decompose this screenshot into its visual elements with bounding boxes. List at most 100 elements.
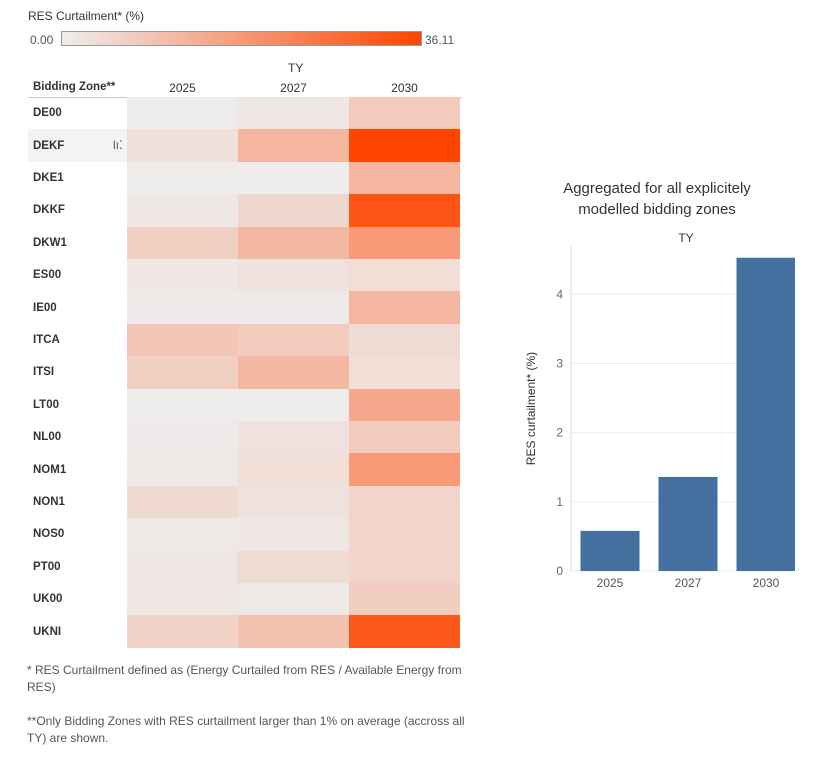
heatmap-cell-itsi-2025[interactable]	[127, 356, 238, 389]
zone-label: NOM1	[33, 463, 67, 476]
heatmap-cell-itca-2025[interactable]	[127, 323, 238, 357]
bar-2025	[580, 530, 640, 571]
heatmap-row-de00[interactable]: DE00	[28, 97, 462, 130]
color-legend-bar	[61, 31, 422, 46]
zone-label: PT00	[33, 560, 61, 573]
zone-label: UKNI	[33, 625, 62, 638]
heatmap-cell-nl00-2027[interactable]	[238, 421, 349, 454]
zone-label: DKW1	[33, 236, 67, 249]
heatmap-cell-dekf-2027[interactable]	[238, 129, 349, 162]
heatmap-cell-dke1-2030[interactable]	[349, 161, 460, 195]
y-tick-label: 1	[556, 495, 563, 509]
aggregated-bar-chart: TY 0 1 2 3 4 RES curtailment* (%) 2025 2027 2030	[524, 231, 795, 590]
heatmap-row-dkkf[interactable]: DKKF	[28, 194, 462, 227]
legend-title: RES Curtailment* (%)	[28, 9, 145, 23]
heatmap-cell-nl00-2030[interactable]	[349, 421, 460, 454]
zone-label: ES00	[33, 269, 62, 282]
heatmap-cell-ie00-2025[interactable]	[127, 291, 238, 324]
heatmap-cell-uk00-2030[interactable]	[349, 583, 460, 616]
bar-2027	[658, 476, 718, 571]
heatmap-cell-dke1-2025[interactable]	[127, 161, 238, 195]
viz-in-tooltip-icon[interactable]: lı⁚	[113, 138, 123, 153]
heatmap-row-itsi[interactable]: ITSI	[28, 356, 462, 389]
column-header-2030: 2030	[391, 81, 418, 95]
zone-label: ITSI	[33, 366, 55, 379]
heatmap-row-uk00[interactable]: UK00	[28, 583, 462, 616]
heatmap-cell-nos0-2025[interactable]	[127, 518, 238, 551]
heatmap-cell-dke1-2027[interactable]	[238, 161, 349, 195]
y-tick-label: 3	[556, 357, 563, 371]
x-tick-label: 2027	[675, 576, 702, 590]
heatmap-cell-ie00-2027[interactable]	[238, 291, 349, 324]
heatmap-cell-ie00-2030[interactable]	[349, 291, 460, 324]
heatmap-cell-dekf-2025[interactable]	[127, 129, 238, 162]
heatmap-row-non1[interactable]: NON1	[28, 485, 462, 519]
zone-label: IE00	[33, 301, 57, 314]
y-tick-label: 4	[556, 287, 563, 301]
heatmap-cell-uk00-2025[interactable]	[127, 583, 238, 616]
heatmap-row-itca[interactable]: ITCA	[28, 323, 462, 357]
heatmap-cell-ukni-2025[interactable]	[127, 615, 238, 648]
heatmap-cell-dkkf-2027[interactable]	[238, 194, 349, 227]
heatmap-cell-ukni-2030[interactable]	[349, 615, 460, 648]
heatmap-row-nos0[interactable]: NOS0	[28, 518, 462, 551]
heatmap-cell-non1-2030[interactable]	[349, 485, 460, 519]
heatmap-row-dke1[interactable]: DKE1	[28, 161, 462, 195]
heatmap-cell-itca-2030[interactable]	[349, 323, 460, 357]
heatmap-cell-itca-2027[interactable]	[238, 323, 349, 357]
heatmap-cell-dkkf-2025[interactable]	[127, 194, 238, 227]
heatmap-cell-es00-2025[interactable]	[127, 259, 238, 292]
heatmap-row-nl00[interactable]: NL00	[28, 421, 462, 454]
heatmap-cell-lt00-2027[interactable]	[238, 388, 349, 421]
heatmap-cell-nos0-2027[interactable]	[238, 518, 349, 551]
heatmap-cell-dkw1-2030[interactable]	[349, 226, 460, 259]
heatmap-cell-nom1-2027[interactable]	[238, 453, 349, 486]
heatmap-cell-dkkf-2030[interactable]	[349, 194, 460, 227]
heatmap-cell-pt00-2030[interactable]	[349, 550, 460, 583]
heatmap-cell-de00-2025[interactable]	[127, 97, 238, 130]
heatmap-cell-nl00-2025[interactable]	[127, 421, 238, 454]
heatmap-row-nom1[interactable]: NOM1	[28, 453, 462, 486]
heatmap-row-pt00[interactable]: PT00	[28, 550, 462, 583]
zone-label: DKKF	[33, 204, 65, 217]
heatmap-row-es00[interactable]: ES00	[28, 259, 462, 292]
zone-label: NOS0	[33, 528, 65, 541]
column-header-2027: 2027	[280, 81, 307, 95]
heatmap-cell-nom1-2030[interactable]	[349, 453, 460, 486]
y-axis-label: RES curtailment* (%)	[524, 352, 538, 465]
aggregated-chart-title-line2: modelled bidding zones	[578, 201, 736, 218]
heatmap-cell-lt00-2025[interactable]	[127, 388, 238, 421]
heatmap-row-dkw1[interactable]: DKW1	[28, 226, 462, 259]
heatmap-cell-itsi-2030[interactable]	[349, 356, 460, 389]
heatmap-cell-non1-2025[interactable]	[127, 485, 238, 519]
aggregated-chart-title-line1: Aggregated for all explicitely	[563, 180, 751, 197]
heatmap-cell-pt00-2027[interactable]	[238, 550, 349, 583]
y-tick-label: 0	[556, 564, 563, 578]
heatmap-cell-dkw1-2025[interactable]	[127, 226, 238, 259]
zone-label: DE00	[33, 107, 62, 120]
heatmap-row-lt00[interactable]: LT00	[28, 388, 462, 421]
legend-max-label: 36.11	[425, 33, 455, 47]
heatmap-cell-lt00-2030[interactable]	[349, 388, 460, 421]
footnote-bidding-zone-filter: **Only Bidding Zones with RES curtailmen…	[27, 714, 465, 745]
heatmap-row-dekf[interactable]: DEKF lı⁚	[28, 129, 462, 162]
heatmap-cell-ukni-2027[interactable]	[238, 615, 349, 648]
heatmap-cell-dkw1-2027[interactable]	[238, 226, 349, 259]
heatmap-cell-de00-2030[interactable]	[349, 97, 460, 130]
heatmap-cell-nom1-2025[interactable]	[127, 453, 238, 486]
heatmap-cell-uk00-2027[interactable]	[238, 583, 349, 616]
heatmap-cell-dekf-2030[interactable]	[349, 129, 460, 162]
heatmap-cell-pt00-2025[interactable]	[127, 550, 238, 583]
heatmap-cell-nos0-2030[interactable]	[349, 518, 460, 551]
zone-label: NL00	[33, 431, 62, 444]
heatmap-row-ie00[interactable]: IE00	[28, 291, 462, 324]
heatmap-cell-es00-2027[interactable]	[238, 259, 349, 292]
ty-column-group-title: TY	[288, 61, 304, 75]
x-tick-label: 2030	[753, 576, 780, 590]
zone-label: DEKF	[33, 139, 65, 152]
heatmap-cell-itsi-2027[interactable]	[238, 356, 349, 389]
heatmap-cell-de00-2027[interactable]	[238, 97, 349, 130]
heatmap-cell-es00-2030[interactable]	[349, 259, 460, 292]
heatmap-cell-non1-2027[interactable]	[238, 485, 349, 519]
heatmap-row-ukni[interactable]: UKNI	[28, 615, 462, 648]
